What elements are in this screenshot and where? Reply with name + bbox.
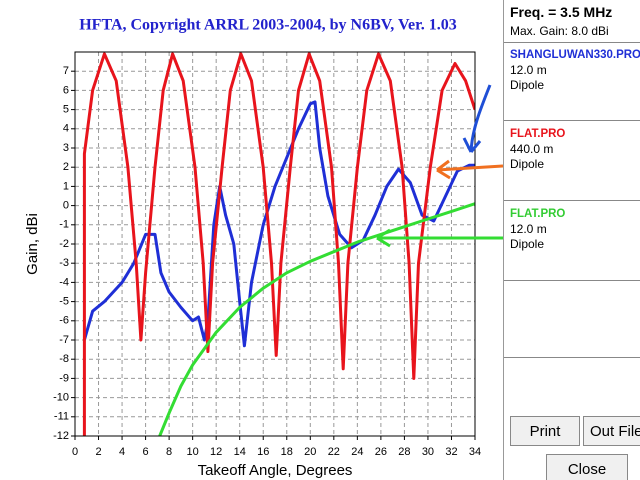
y-tick-label: 6: [63, 84, 69, 96]
close-button[interactable]: Close: [546, 454, 628, 480]
y-tick-label: -12: [53, 430, 69, 442]
x-tick-label: 16: [257, 446, 269, 458]
frequency: Freq. = 3.5 MHz: [510, 4, 613, 20]
legend-antenna: Dipole: [510, 237, 545, 251]
x-tick-label: 14: [234, 446, 246, 458]
y-tick-label: -9: [59, 372, 69, 384]
x-tick-label: 32: [445, 446, 457, 458]
separator: [504, 120, 640, 121]
separator: [504, 357, 640, 358]
x-tick-label: 6: [143, 446, 149, 458]
x-tick-label: 34: [469, 446, 481, 458]
annotation-arrow: [436, 159, 503, 180]
annotation-arrow: [376, 228, 503, 248]
y-tick-label: -11: [54, 411, 69, 423]
legend-antenna: Dipole: [510, 157, 545, 171]
y-axis-label: Gain, dBi: [24, 213, 41, 275]
separator: [504, 280, 640, 281]
out-file-button[interactable]: Out File: [583, 416, 640, 446]
y-tick-label: 1: [63, 180, 69, 192]
x-tick-label: 26: [375, 446, 387, 458]
legend-entry: FLAT.PRO 440.0 m Dipole: [510, 127, 640, 172]
y-tick-label: 3: [63, 142, 69, 154]
y-tick-label: 7: [63, 65, 69, 77]
y-tick-label: -5: [59, 296, 69, 308]
x-tick-label: 22: [328, 446, 340, 458]
y-tick-label: 2: [63, 161, 69, 173]
x-tick-label: 10: [187, 446, 199, 458]
legend-height: 440.0 m: [510, 142, 554, 156]
x-tick-label: 24: [351, 446, 363, 458]
series-line: [82, 100, 475, 348]
x-tick-label: 2: [95, 446, 101, 458]
side-panel: Freq. = 3.5 MHz Max. Gain: 8.0 dBi SHANG…: [503, 0, 640, 480]
y-tick-label: -7: [59, 334, 69, 346]
print-button[interactable]: Print: [510, 416, 580, 446]
y-tick-label: -1: [59, 219, 69, 231]
separator: [504, 42, 640, 43]
x-tick-label: 18: [281, 446, 293, 458]
x-tick-label: 28: [398, 446, 410, 458]
y-tick-label: 5: [63, 104, 69, 116]
separator: [504, 200, 640, 201]
y-tick-label: 0: [63, 200, 69, 212]
y-tick-label: -2: [59, 238, 69, 250]
legend-name: FLAT.PRO: [510, 128, 566, 140]
x-tick-label: 0: [72, 446, 78, 458]
x-tick-label: 30: [422, 446, 434, 458]
y-tick-label: -4: [59, 276, 69, 288]
chart: HFTA, Copyright ARRL 2003-2004, by N6BV,…: [23, 16, 503, 479]
y-tick-label: -6: [59, 315, 69, 327]
y-tick-label: -3: [59, 257, 69, 269]
x-tick-label: 12: [210, 446, 222, 458]
annotation-arrow: [462, 84, 492, 153]
series-line: [82, 52, 475, 436]
y-tick-label: -10: [53, 392, 69, 404]
series-line: [158, 202, 475, 436]
y-tick-label: 4: [63, 123, 69, 135]
legend-entry: FLAT.PRO 12.0 m Dipole: [510, 207, 640, 252]
legend-height: 12.0 m: [510, 222, 547, 236]
y-tick-label: -8: [59, 353, 69, 365]
x-tick-label: 20: [304, 446, 316, 458]
legend-name: SHANGLUWAN330.PRO: [510, 49, 640, 61]
legend-entry: SHANGLUWAN330.PRO 12.0 m Dipole: [510, 48, 640, 93]
x-axis-label: Takeoff Angle, Degrees: [198, 462, 353, 479]
legend-height: 12.0 m: [510, 63, 547, 77]
chart-title: HFTA, Copyright ARRL 2003-2004, by N6BV,…: [79, 17, 457, 34]
legend-antenna: Dipole: [510, 78, 545, 92]
max-gain: Max. Gain: 8.0 dBi: [510, 24, 609, 38]
legend-name: FLAT.PRO: [510, 208, 566, 220]
x-tick-label: 4: [119, 446, 125, 458]
x-tick-label: 8: [166, 446, 172, 458]
